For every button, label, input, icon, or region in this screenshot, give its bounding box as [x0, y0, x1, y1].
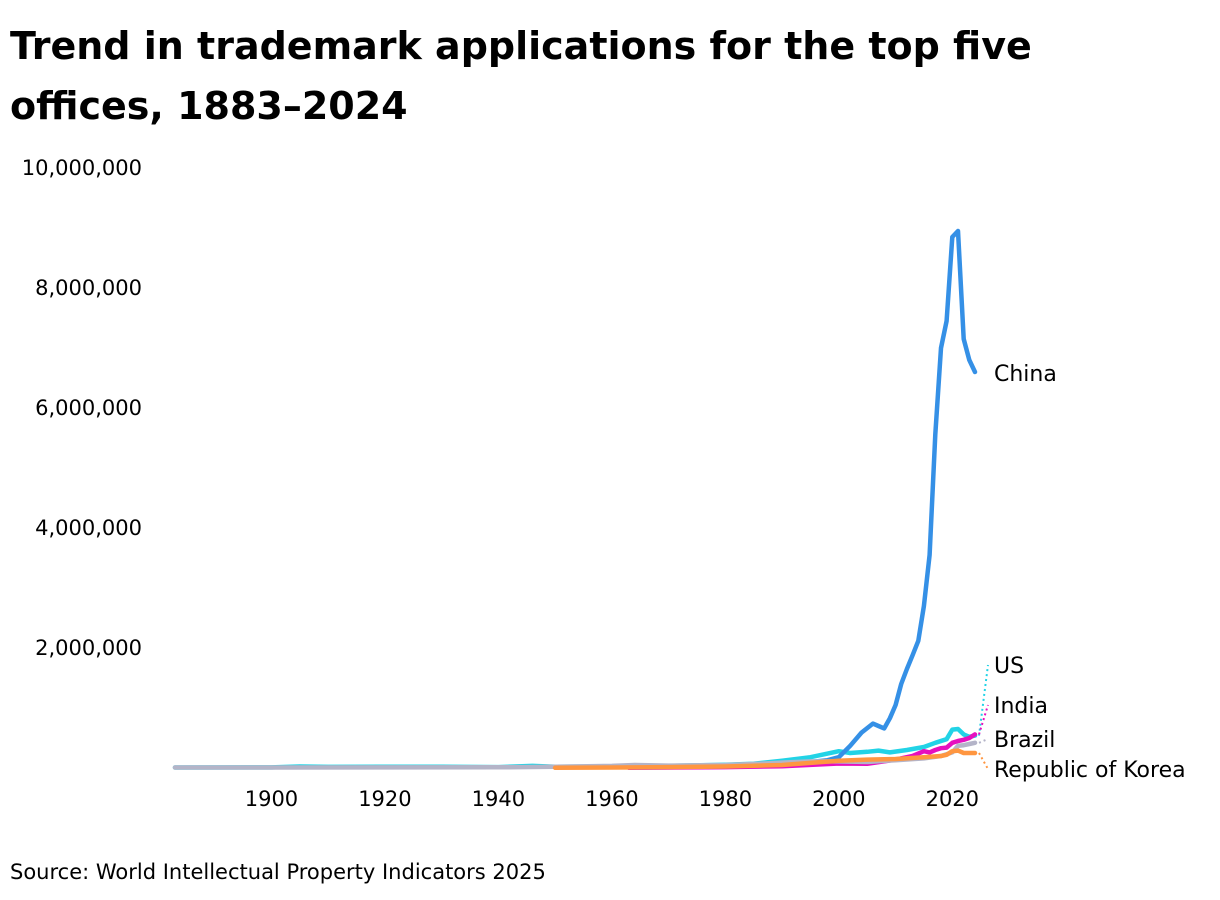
y-axis-ticks: 2,000,000 4,000,000 6,000,000 8,000,000 10,0…	[22, 156, 142, 660]
x-tick-label: 2000	[812, 787, 865, 811]
x-axis-ticks: 1900 1920 1940 1960 1980 2000 2020	[245, 787, 979, 811]
x-tick-label: 1920	[358, 787, 411, 811]
series-line-republic-of-korea	[552, 748, 978, 771]
y-tick-label: 4,000,000	[35, 516, 142, 540]
y-tick-label: 10,000,000	[22, 156, 142, 180]
series-line-brazil	[172, 740, 978, 770]
series-label-us: US	[994, 654, 1024, 679]
x-tick-label: 1960	[585, 787, 638, 811]
x-tick-label: 1980	[699, 787, 752, 811]
x-tick-label: 2020	[926, 787, 979, 811]
x-tick-label: 1940	[472, 787, 525, 811]
x-tick-label: 1900	[245, 787, 298, 811]
series-label-india: India	[994, 694, 1048, 719]
chart-title: Trend in trademark applications for the …	[10, 24, 1032, 128]
y-tick-label: 2,000,000	[35, 636, 142, 660]
series-label-brazil: Brazil	[994, 728, 1055, 753]
series-line-china	[626, 228, 978, 770]
leader-india	[978, 704, 989, 735]
series-label-china: China	[994, 362, 1057, 387]
series-lines	[172, 228, 978, 771]
source-note: Source: World Intellectual Property Indi…	[10, 860, 546, 884]
series-label-republic-of-korea: Republic of Korea	[994, 758, 1186, 783]
y-tick-label: 6,000,000	[35, 396, 142, 420]
leader-brazil	[978, 738, 989, 744]
series-labels: US China India Brazil Republic of Korea	[994, 362, 1186, 783]
y-tick-label: 8,000,000	[35, 276, 142, 300]
label-leaders	[978, 664, 989, 770]
leader-us	[978, 664, 989, 736]
leader-republic-of-korea	[978, 752, 989, 770]
